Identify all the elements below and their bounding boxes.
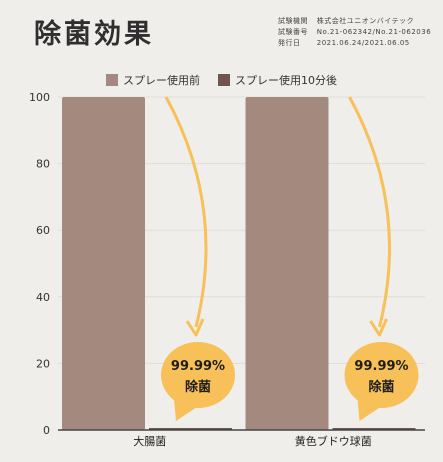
test-info-value: 2021.06.24/2021.06.05 <box>316 39 410 47</box>
y-tick-label: 0 <box>43 424 50 437</box>
arrow-head <box>369 318 388 337</box>
legend-item-before: スプレー使用前 <box>106 72 200 88</box>
page-title: 除菌効果 <box>34 19 154 50</box>
bar-after <box>149 428 232 430</box>
legend-item-after: スプレー使用10分後 <box>218 72 337 88</box>
arrow-head <box>185 318 205 337</box>
x-tick-label: 大腸菌 <box>133 434 166 448</box>
bar-after <box>332 428 416 430</box>
legend-label-after: スプレー使用10分後 <box>235 74 337 87</box>
y-tick-label: 20 <box>36 357 50 370</box>
arrow-line <box>164 96 208 328</box>
test-info-row: 試験番号 No.21-062342/No.21-062036 <box>278 27 431 38</box>
legend-label-before: スプレー使用前 <box>123 74 200 87</box>
callout-bubble <box>161 342 235 408</box>
test-info: 試験機関 株式会社ユニオンバイテック 試験番号 No.21-062342/No.… <box>278 16 431 49</box>
test-info-row: 試験機関 株式会社ユニオンバイテック <box>278 16 431 27</box>
chart-legend: スプレー使用前 スプレー使用10分後 <box>0 72 443 88</box>
test-info-label: 発行日 <box>278 39 301 47</box>
callout-bubble <box>344 342 419 408</box>
test-info-label: 試験機関 <box>278 17 308 25</box>
callout-label: 除菌 <box>185 379 211 395</box>
y-tick-label: 80 <box>36 158 50 171</box>
test-info-value: 株式会社ユニオンバイテック <box>316 17 415 25</box>
test-info-row: 発行日 2021.06.24/2021.06.05 <box>278 38 431 49</box>
y-tick-label: 100 <box>29 91 50 104</box>
callout-label: 除菌 <box>368 379 394 395</box>
test-info-value: No.21-062342/No.21-062036 <box>316 28 432 36</box>
legend-swatch-after <box>218 74 230 86</box>
callout-percent: 99.99% <box>171 359 225 374</box>
bar-before <box>62 97 145 430</box>
callout-percent: 99.99% <box>354 359 408 374</box>
test-info-label: 試験番号 <box>278 28 308 36</box>
bar-before <box>245 97 329 430</box>
x-tick-label: 黄色ブドウ球菌 <box>295 434 372 448</box>
y-tick-label: 40 <box>36 291 50 304</box>
y-tick-label: 60 <box>36 224 50 237</box>
legend-swatch-before <box>106 74 118 86</box>
arrow-line <box>348 96 391 328</box>
